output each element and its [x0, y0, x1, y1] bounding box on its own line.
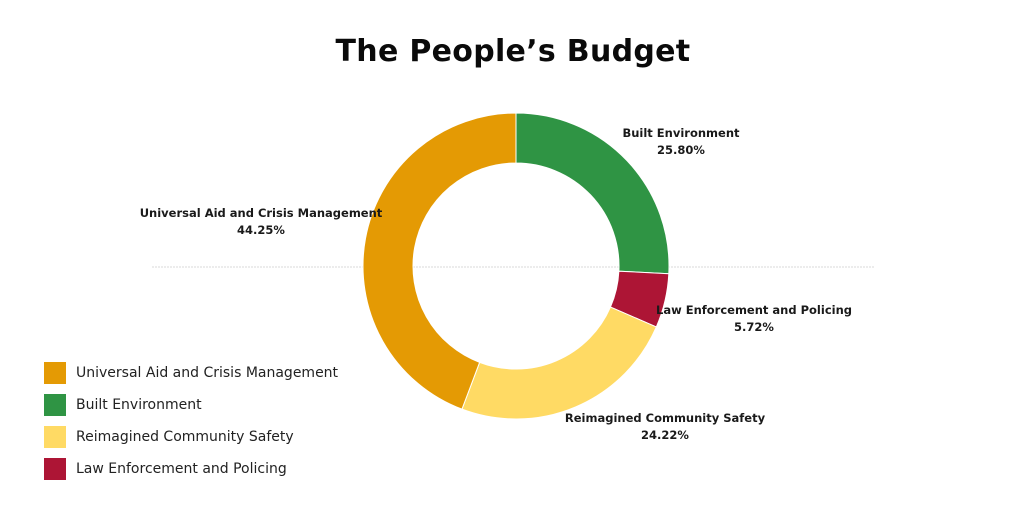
donut-slices: [362, 112, 670, 420]
slice-label-law-enforcement: Law Enforcement and Policing: [656, 303, 852, 317]
slice-value-law-enforcement: 5.72%: [734, 320, 774, 334]
legend-item: Built Environment: [44, 394, 338, 416]
slice-label-built-environment: Built Environment: [622, 126, 740, 140]
donut-slice-reimagined-safety: [461, 306, 657, 420]
legend-swatch: [44, 458, 66, 480]
slice-labels: Built Environment 25.80% Law Enforcement a…: [140, 126, 852, 442]
slice-value-built-environment: 25.80%: [657, 143, 705, 157]
donut-slice-built-environment: [515, 112, 670, 275]
chart-title: The People’s Budget: [335, 34, 691, 69]
donut-slice-universal-aid: [362, 112, 517, 410]
legend-label: Reimagined Community Safety: [76, 429, 294, 445]
slice-value-reimagined-safety: 24.22%: [641, 428, 689, 442]
legend-label: Universal Aid and Crisis Management: [76, 365, 339, 381]
legend-swatch: [44, 394, 66, 416]
slice-label-universal-aid: Universal Aid and Crisis Management: [140, 206, 383, 220]
legend: Universal Aid and Crisis Management Buil…: [44, 362, 338, 490]
legend-item: Reimagined Community Safety: [44, 426, 338, 448]
legend-label: Built Environment: [76, 397, 202, 413]
slice-value-universal-aid: 44.25%: [237, 223, 285, 237]
legend-label: Law Enforcement and Policing: [76, 461, 287, 477]
legend-item: Law Enforcement and Policing: [44, 458, 338, 480]
slice-label-reimagined-safety: Reimagined Community Safety: [565, 411, 766, 425]
legend-swatch: [44, 426, 66, 448]
legend-swatch: [44, 362, 66, 384]
legend-item: Universal Aid and Crisis Management: [44, 362, 338, 384]
